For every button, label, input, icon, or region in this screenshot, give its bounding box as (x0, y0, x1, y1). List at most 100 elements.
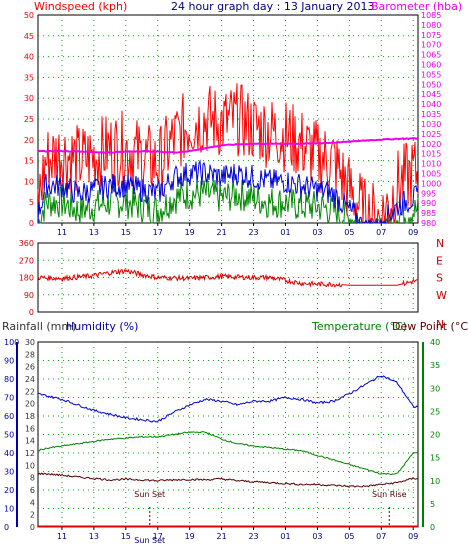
barometer-axis-title: Barometer (hba) (371, 0, 462, 13)
temp-x-tick: 23 (248, 532, 258, 541)
wind-y-tick: 45 (24, 32, 34, 41)
plot-layer: 0510152025303540455098098599099510001005… (4, 11, 441, 545)
barometer-y-tick: 1060 (421, 61, 441, 70)
direction-y-tick: 0 (29, 308, 34, 317)
compass-label: N (436, 237, 444, 250)
rainfall-y-tick: 28 (25, 350, 35, 359)
sun-set-bottom-label: Sun Set (134, 536, 165, 545)
barometer-line (37, 137, 419, 154)
barometer-y-tick: 1045 (421, 90, 441, 99)
wind-x-tick: 19 (185, 228, 195, 237)
barometer-y-tick: 980 (421, 219, 436, 228)
barometer-y-tick: 1085 (421, 11, 441, 20)
wind-x-tick: 17 (153, 228, 163, 237)
wind-x-tick: 23 (248, 228, 258, 237)
humidity-y-tick: 20 (4, 486, 14, 495)
wind-x-tick: 11 (57, 228, 67, 237)
calm-wind-line (37, 178, 419, 225)
temperature-y-tick: 30 (430, 384, 440, 393)
temperature-y-tick: 15 (430, 454, 440, 463)
rainfall-y-tick: 12 (25, 449, 35, 458)
dewpoint-axis-title: Dew Point (°C) (392, 320, 468, 333)
barometer-y-tick: 990 (421, 199, 436, 208)
wind-y-tick: 15 (24, 157, 34, 166)
barometer-y-tick: 1035 (421, 110, 441, 119)
temp-x-tick: 19 (185, 532, 195, 541)
humidity-axis-title: Humidity (%) (66, 320, 138, 333)
temp-x-tick: 15 (121, 532, 131, 541)
barometer-y-tick: 1010 (421, 160, 441, 169)
direction-y-tick: 180 (19, 274, 34, 283)
temperature-y-tick: 25 (430, 407, 440, 416)
barometer-y-tick: 1005 (421, 169, 441, 178)
barometer-y-tick: 1015 (421, 150, 441, 159)
barometer-y-tick: 1000 (421, 179, 441, 188)
wind-x-tick: 01 (280, 228, 290, 237)
humidity-y-tick: 80 (4, 375, 14, 384)
humidity-y-tick: 50 (4, 431, 14, 440)
temp-x-tick: 21 (217, 532, 227, 541)
wind-x-tick: 13 (89, 228, 99, 237)
temp-x-tick: 11 (57, 532, 67, 541)
rainfall-y-tick: 16 (25, 424, 35, 433)
rainfall-y-tick: 26 (25, 363, 35, 372)
wind-y-tick: 30 (24, 94, 34, 103)
humidity-y-tick: 0 (4, 523, 9, 532)
temperature-y-tick: 0 (430, 523, 435, 532)
rainfall-y-tick: 22 (25, 387, 35, 396)
temperature-line (37, 431, 419, 476)
barometer-y-tick: 1080 (421, 21, 441, 30)
rainfall-y-tick: 10 (25, 461, 35, 470)
direction-y-tick: 270 (19, 256, 34, 265)
temperature-y-tick: 5 (430, 500, 435, 509)
barometer-y-tick: 995 (421, 189, 436, 198)
temperature-axis-title: Temperature (°C) (311, 320, 407, 333)
rainfall-y-tick: 6 (30, 486, 35, 495)
barometer-y-tick: 1070 (421, 41, 441, 50)
wind-axis-title: Windspeed (kph) (34, 0, 127, 13)
wind-x-tick: 09 (408, 228, 418, 237)
rainfall-y-tick: 20 (25, 400, 35, 409)
wind-x-tick: 05 (344, 228, 354, 237)
wind-y-tick: 10 (24, 177, 34, 186)
barometer-y-tick: 1030 (421, 120, 441, 129)
temp-x-tick: 07 (376, 532, 386, 541)
humidity-y-tick: 60 (4, 412, 14, 421)
wind-y-tick: 35 (24, 73, 34, 82)
sun-annotation: Sun Set (134, 490, 165, 499)
temperature-y-tick: 40 (430, 338, 440, 347)
temperature-y-tick: 20 (430, 431, 440, 440)
wind-x-tick: 03 (312, 228, 322, 237)
humidity-y-tick: 30 (4, 468, 14, 477)
average-speed-line (37, 159, 419, 225)
rainfall-y-tick: 0 (30, 523, 35, 532)
barometer-y-tick: 1020 (421, 140, 441, 149)
barometer-y-tick: 1025 (421, 130, 441, 139)
wind-y-tick: 50 (24, 11, 34, 20)
rainfall-axis-title: Rainfall (mm) (2, 320, 76, 333)
wind-y-tick: 5 (29, 198, 34, 207)
barometer-y-tick: 1055 (421, 70, 441, 79)
humidity-y-tick: 100 (4, 338, 19, 347)
compass-label: S (436, 272, 443, 285)
barometer-y-tick: 1040 (421, 100, 441, 109)
rainfall-y-tick: 4 (30, 498, 35, 507)
wind-y-tick: 0 (29, 219, 34, 228)
humidity-y-tick: 10 (4, 505, 14, 514)
wind-y-tick: 40 (24, 53, 34, 62)
temperature-y-tick: 10 (430, 477, 440, 486)
rainfall-y-tick: 30 (25, 338, 35, 347)
rainfall-y-tick: 14 (25, 437, 35, 446)
rainfall-y-tick: 8 (30, 474, 35, 483)
humidity-y-tick: 90 (4, 357, 14, 366)
barometer-y-tick: 985 (421, 209, 436, 218)
temp-x-tick: 01 (280, 532, 290, 541)
temperature-y-tick: 35 (430, 361, 440, 370)
humidity-y-tick: 70 (4, 394, 14, 403)
barometer-y-tick: 1065 (421, 51, 441, 60)
temp-x-tick: 17 (153, 532, 163, 541)
barometer-y-tick: 1050 (421, 80, 441, 89)
rainfall-y-tick: 2 (30, 511, 35, 520)
compass-label: E (436, 254, 443, 267)
wind-x-tick: 07 (376, 228, 386, 237)
